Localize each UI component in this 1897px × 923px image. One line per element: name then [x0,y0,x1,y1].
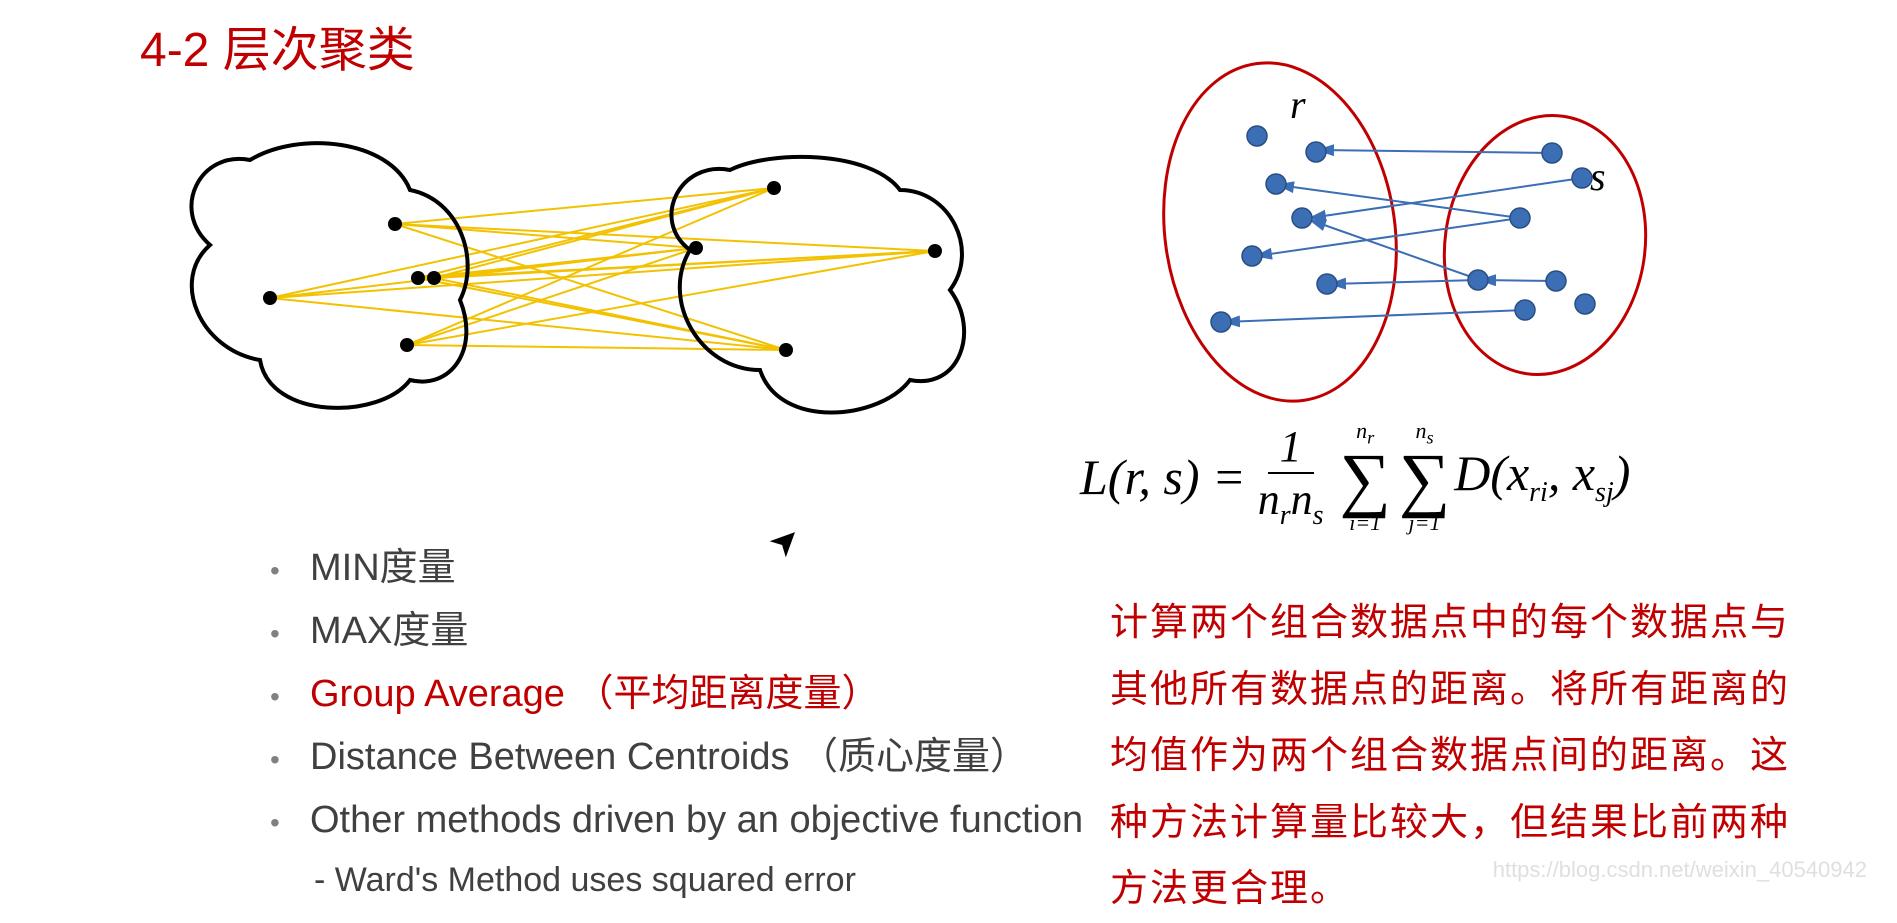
list-item-label-highlighted: Group Average （平均距离度量） [310,666,879,723]
watermark-text: https://blog.csdn.net/weixin_40540942 [1493,857,1867,883]
list-item: •Other methods driven by an objective fu… [270,792,1083,849]
list-item-label: Other methods driven by an objective fun… [310,792,1083,849]
svg-text:s: s [1590,154,1606,199]
list-item-label: MIN度量 [310,540,456,597]
summation-i: nr ∑ i=1 [1340,420,1391,534]
fraction-numerator: 1 [1268,421,1314,474]
group-average-formula: L(r, s) = 1 nrns nr ∑ i=1 ns ∑ j=1 D(xri… [1080,420,1630,534]
list-item: •MIN度量 [270,540,1083,597]
list-subitem: - Ward's Method uses squared error [314,855,1083,906]
cluster-pair-diagram: rs [0,0,1700,430]
fraction-denominator: nrns [1254,474,1328,532]
formula-lhs: L(r, s) = [1080,448,1246,506]
bullet-icon: • [270,550,310,592]
formula-distance-term: D(xri, xsj) [1454,444,1630,509]
formula-fraction: 1 nrns [1254,421,1328,532]
list-item-label: Distance Between Centroids （质心度量） [310,729,1028,786]
list-item: •Distance Between Centroids （质心度量） [270,729,1083,786]
linkage-methods-list: •MIN度量 •MAX度量 •Group Average （平均距离度量） •D… [270,540,1083,906]
svg-text:r: r [1290,82,1306,127]
summation-j: ns ∑ j=1 [1399,420,1450,534]
bullet-icon: • [270,802,310,844]
list-item: •Group Average （平均距离度量） [270,666,1083,723]
bullet-icon: • [270,739,310,781]
bullet-icon: • [270,676,310,718]
list-item-label: MAX度量 [310,603,468,660]
bullet-icon: • [270,613,310,655]
list-item: •MAX度量 [270,603,1083,660]
